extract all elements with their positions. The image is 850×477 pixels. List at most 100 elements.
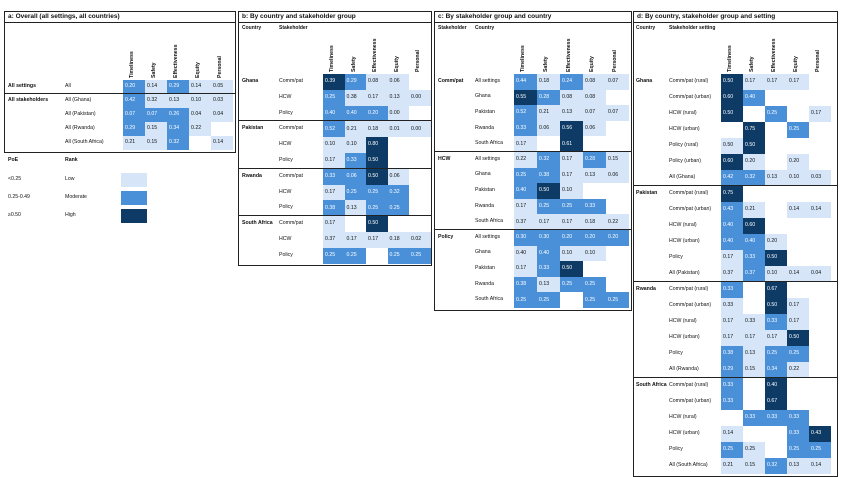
table-cell xyxy=(388,153,410,169)
table-cell xyxy=(787,378,809,394)
table-cell: 0.20 xyxy=(560,230,583,246)
table-cell: 0.32 xyxy=(537,152,560,168)
row-label: Policy xyxy=(279,204,293,211)
table-cell: 0.22 xyxy=(787,362,809,378)
table-cell: 0.29 xyxy=(123,122,145,136)
row-label: All settings xyxy=(475,233,501,240)
table-cell xyxy=(809,298,831,314)
table-cell: 0.42 xyxy=(721,170,743,186)
row-label: Rwanda xyxy=(475,202,495,209)
table-cell xyxy=(583,261,606,277)
table-cell: 0.38 xyxy=(721,346,743,362)
table-cell: 0.33 xyxy=(743,314,765,330)
table-cell xyxy=(809,282,831,298)
group-divider xyxy=(239,120,431,122)
table-cell: 0.43 xyxy=(721,202,743,218)
table-cell: 0.14 xyxy=(809,202,831,218)
row-label: Ghana xyxy=(475,249,491,256)
panel-c: c: By stakeholder group and country Stake… xyxy=(434,11,632,311)
table-cell: 0.18 xyxy=(537,74,560,90)
group-divider xyxy=(239,215,431,217)
table-cell xyxy=(743,298,765,314)
table-cell: 0.30 xyxy=(537,230,560,246)
table-cell: 0.50 xyxy=(743,138,765,154)
table-cell: 0.75 xyxy=(743,122,765,138)
row-label: HCW (rural) xyxy=(669,110,697,116)
table-cell: 0.17 xyxy=(514,136,537,152)
row-label: Comm/pat xyxy=(279,220,303,227)
row-label: All (Pakistan) xyxy=(669,270,700,276)
table-cell: 0.06 xyxy=(344,168,366,185)
row-label: All (Pakistan) xyxy=(65,111,96,117)
table-cell: 0.01 xyxy=(387,121,409,138)
table-cell: 0.13 xyxy=(583,167,606,184)
table-cell: 0.38 xyxy=(344,89,366,106)
table-cell xyxy=(606,277,629,293)
table-cell: 0.04 xyxy=(189,108,211,122)
table-cell xyxy=(743,186,765,202)
column-header-safety: Safety xyxy=(543,56,549,72)
table-cell: 0.40 xyxy=(344,105,366,122)
table-cell: 0.17 xyxy=(787,314,809,330)
row-label: HCW xyxy=(279,235,292,242)
table-cell: 0.38 xyxy=(537,167,560,184)
title-rule xyxy=(5,22,235,23)
table-cell: 0.37 xyxy=(743,266,765,282)
table-cell: 0.17 xyxy=(721,330,743,346)
table-cell xyxy=(765,426,787,442)
table-cell: 0.50 xyxy=(765,250,787,266)
column-header-personal: Personal xyxy=(612,50,618,72)
row-label: HCW (rural) xyxy=(669,414,697,420)
table-cell: 0.13 xyxy=(167,94,189,108)
table-cell: 0.29 xyxy=(167,80,189,94)
table-cell: 0.28 xyxy=(583,152,606,168)
table-cell: 0.33 xyxy=(721,394,743,410)
table-cell: 0.17 xyxy=(721,250,743,266)
table-cell: 0.38 xyxy=(514,276,537,293)
table-cell: 0.21 xyxy=(123,136,145,150)
table-cell: 0.40 xyxy=(743,90,765,106)
table-cell: 0.34 xyxy=(167,122,189,136)
group-label: All stakeholders xyxy=(8,97,49,103)
panel-d: d: By country, stakeholder group and set… xyxy=(633,11,838,477)
table-cell: 0.13 xyxy=(560,105,583,121)
table-cell: 0.17 xyxy=(765,74,787,90)
row-label: HCW (rural) xyxy=(669,222,697,228)
table-cell: 0.20 xyxy=(743,154,765,170)
table-cell: 0.17 xyxy=(743,74,765,90)
table-cell: 0.17 xyxy=(787,74,809,90)
column-header-effectiveness: Effectiveness xyxy=(771,38,777,72)
legend-poe: <0.25 xyxy=(8,176,22,182)
table-cell: 0.17 xyxy=(787,298,809,314)
row-label: Comm/pat xyxy=(279,77,303,84)
table-cell: 0.17 xyxy=(743,330,765,346)
row-label: Policy xyxy=(669,254,683,260)
row-label: Policy xyxy=(669,446,683,452)
table-cell: 0.25 xyxy=(765,106,787,122)
column-header-timeliness: Timeliness xyxy=(727,45,733,72)
group-label: All settings xyxy=(8,83,36,89)
row-label: Ghana xyxy=(475,93,491,100)
row-label: Comm/pat (urban) xyxy=(669,398,712,404)
table-cell: 0.06 xyxy=(387,74,409,90)
row-label: Rwanda xyxy=(475,124,495,131)
table-cell: 0.33 xyxy=(787,426,809,442)
row-label: All (Ghana) xyxy=(669,174,696,180)
table-cell: 0.25 xyxy=(366,184,388,201)
table-cell: 0.50 xyxy=(765,298,787,314)
legend-rank: High xyxy=(65,212,76,218)
row-label: All (South Africa) xyxy=(65,139,104,145)
table-cell: 0.25 xyxy=(721,442,743,458)
row-label: All (Rwanda) xyxy=(669,366,699,372)
group-divider xyxy=(634,185,837,186)
table-cell xyxy=(809,250,831,266)
table-cell xyxy=(606,246,629,262)
group-label: Ghana xyxy=(636,78,653,84)
column-header: Stakeholder xyxy=(279,25,308,31)
column-header: Country xyxy=(242,25,262,31)
row-label: HCW (urban) xyxy=(669,334,700,340)
table-cell: 0.17 xyxy=(765,330,787,346)
table-cell: 0.43 xyxy=(809,426,831,442)
row-label: Policy xyxy=(279,156,293,163)
table-cell xyxy=(765,202,787,218)
